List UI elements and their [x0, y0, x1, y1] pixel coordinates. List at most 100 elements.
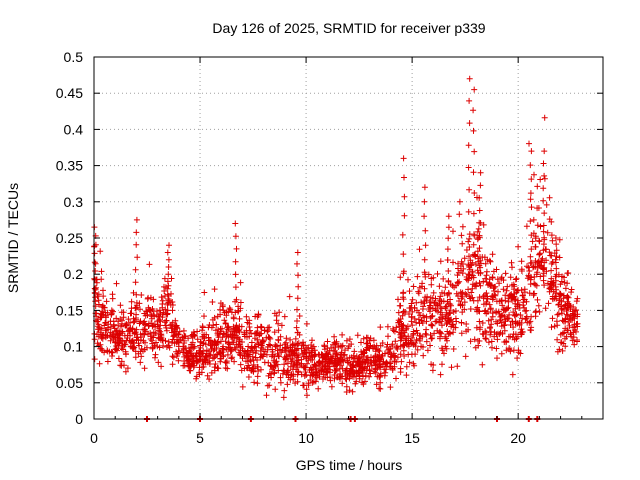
data-point — [573, 307, 580, 313]
data-point — [545, 300, 552, 307]
data-point — [281, 387, 288, 394]
data-point — [370, 354, 377, 361]
data-point — [128, 298, 135, 305]
data-point — [313, 374, 320, 381]
data-point — [296, 313, 303, 319]
data-point — [382, 350, 389, 357]
data-point — [346, 354, 353, 361]
data-point — [122, 368, 129, 375]
data-point — [289, 366, 296, 373]
data-point — [194, 336, 201, 343]
data-point — [412, 351, 419, 358]
data-point — [107, 337, 114, 344]
data-point — [424, 347, 431, 354]
data-point — [354, 359, 361, 366]
data-point — [518, 266, 525, 273]
data-point — [135, 340, 142, 347]
data-point — [571, 324, 578, 331]
data-point — [132, 354, 139, 361]
data-point — [376, 362, 383, 368]
data-point — [477, 220, 484, 226]
data-point — [398, 333, 405, 340]
data-point — [94, 340, 101, 347]
data-point — [471, 148, 478, 155]
x-tick-label: 20 — [510, 430, 526, 446]
data-point — [489, 274, 496, 281]
data-point — [216, 330, 223, 337]
data-point — [368, 354, 374, 361]
data-point — [444, 257, 451, 263]
data-point — [461, 255, 468, 262]
data-point — [498, 297, 505, 304]
data-point — [185, 355, 192, 362]
data-point — [461, 299, 468, 306]
data-point — [400, 308, 407, 315]
data-point — [211, 286, 218, 293]
data-point — [465, 164, 472, 171]
data-point — [562, 343, 569, 350]
data-point — [100, 287, 106, 294]
data-point — [214, 365, 221, 371]
data-point — [482, 292, 488, 298]
data-point — [244, 347, 251, 354]
data-point — [187, 367, 194, 374]
data-point — [358, 339, 364, 346]
data-point — [503, 287, 510, 294]
data-point — [483, 272, 490, 279]
data-point — [294, 249, 301, 256]
data-point — [465, 286, 472, 293]
data-point — [172, 326, 179, 333]
data-point — [517, 350, 524, 357]
data-point — [556, 297, 563, 304]
data-point — [303, 346, 310, 352]
data-point — [161, 288, 168, 294]
data-point — [133, 291, 140, 298]
data-point — [244, 319, 251, 326]
data-point — [474, 297, 481, 304]
data-point — [273, 312, 280, 319]
data-point — [414, 273, 421, 280]
data-point — [360, 373, 366, 380]
data-point — [206, 337, 213, 344]
data-point — [486, 301, 493, 308]
data-point — [155, 359, 162, 366]
data-point — [552, 259, 559, 266]
data-point — [510, 309, 517, 316]
data-point — [285, 374, 292, 381]
data-point — [465, 142, 472, 149]
data-point — [474, 228, 481, 235]
data-point — [401, 193, 408, 200]
data-point — [175, 331, 181, 338]
data-point — [176, 348, 183, 355]
data-point — [346, 343, 352, 349]
y-tick-label: 0.4 — [64, 121, 84, 137]
data-point — [229, 339, 236, 346]
data-point — [280, 367, 287, 374]
data-point — [232, 233, 239, 240]
data-point — [526, 290, 533, 297]
data-point — [237, 279, 244, 286]
data-point — [455, 265, 461, 272]
data-point — [401, 212, 408, 219]
data-point — [291, 341, 297, 348]
data-point — [133, 216, 140, 223]
data-point — [568, 289, 575, 296]
data-point — [132, 348, 139, 355]
data-point — [445, 268, 452, 274]
data-point — [104, 358, 111, 365]
y-tick-label: 0.3 — [64, 194, 84, 210]
data-point — [543, 246, 550, 253]
data-point — [509, 282, 515, 289]
data-point — [293, 361, 300, 368]
data-point — [458, 330, 465, 337]
data-point — [349, 388, 356, 395]
data-point — [505, 315, 512, 322]
data-point — [466, 244, 473, 250]
data-point — [169, 361, 176, 368]
data-point — [232, 346, 239, 353]
data-point — [520, 296, 527, 303]
data-point — [477, 182, 484, 189]
data-point — [401, 353, 408, 359]
data-point — [483, 336, 490, 342]
data-point — [541, 172, 548, 179]
